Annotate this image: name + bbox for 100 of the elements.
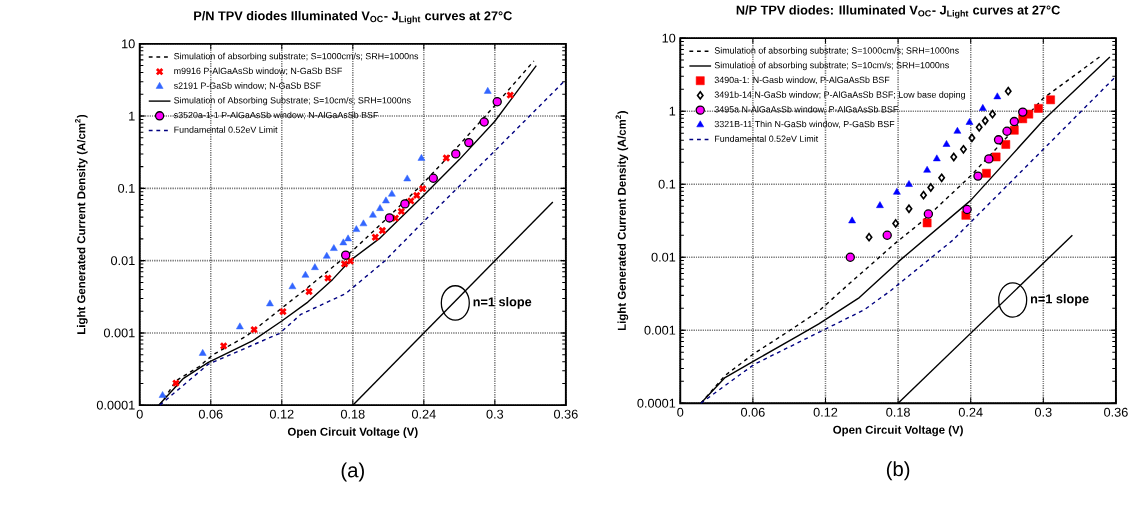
point — [1046, 95, 1055, 105]
legend-label: Simulation of absorbing substrate; S=1000cm/s; SRH=1000ns — [714, 47, 959, 56]
point — [981, 116, 989, 126]
x-tick-label: 0.12 — [269, 409, 294, 419]
x-tick-label: 0.3 — [486, 409, 504, 419]
legend-label: 3321B-11 Thin N-GaSb window, P-GaSb BSF — [714, 120, 895, 129]
point — [1001, 140, 1011, 149]
point — [158, 391, 167, 398]
y-tick-label: 0.1 — [118, 183, 135, 193]
point — [1009, 116, 1019, 127]
point — [848, 216, 856, 224]
point — [198, 349, 207, 356]
point — [993, 135, 1004, 145]
y-axis-title: Light Generated Current Density (A/cm$^{2}$) — [75, 114, 88, 334]
point — [330, 244, 338, 251]
point — [376, 204, 384, 211]
point — [923, 166, 931, 173]
point — [344, 234, 352, 242]
x-tick-label: 0.36 — [1104, 407, 1128, 417]
y-tick-label: 0.001 — [103, 328, 135, 338]
annotation: n=1 slope — [473, 297, 532, 309]
point — [876, 201, 884, 209]
point — [311, 263, 319, 270]
point — [340, 250, 351, 260]
legend-label: s2191 P-GaSb window; N-GaSb BSF — [173, 82, 321, 90]
point — [359, 219, 368, 227]
point — [403, 174, 412, 182]
x-tick-label: 0.24 — [958, 407, 983, 417]
point — [352, 225, 361, 232]
point — [428, 173, 438, 184]
point — [905, 180, 913, 187]
legend-label: Simulation of absorbing substrate; S=1000cm/s; SRH=1000ns — [174, 52, 419, 62]
point — [865, 232, 873, 242]
x-tick-label: 0.36 — [553, 409, 578, 419]
x-tick-label: 0 — [136, 409, 143, 419]
point — [979, 104, 987, 111]
chart-title: P/N TPV diodes Illuminated V$_{OC}$- J$_{Light}$ curves at 27°C — [194, 11, 512, 25]
chart-title: N/P TPV diodes: Illuminated V$_{OC}$- J$_{Light}$ curves at 27°C — [736, 5, 1060, 19]
point — [882, 230, 892, 240]
x-axis-title: Open Circuit Voltage (V) — [833, 425, 963, 437]
point — [993, 92, 1002, 100]
point — [1034, 104, 1043, 113]
y-tick-label: 1 — [669, 106, 676, 116]
point — [905, 204, 913, 214]
x-tick-label: 0.18 — [340, 409, 365, 419]
point — [1018, 107, 1028, 117]
point — [920, 190, 928, 200]
point — [893, 188, 901, 195]
point — [922, 218, 932, 228]
point — [400, 199, 410, 209]
legend-label: s3520a-1-1 P-AlGaAsSb window; N-AlGaAsSb BSF — [173, 111, 379, 120]
point — [483, 87, 492, 94]
point — [845, 252, 855, 262]
point — [892, 219, 900, 228]
legend-label: Fundamental 0.52eV Limit — [715, 135, 819, 142]
point — [266, 299, 274, 307]
y-axis-title: Light Generated Current Density (A/cm$^{2}$) — [615, 111, 629, 331]
x-tick-label: 0.06 — [741, 407, 765, 417]
point — [384, 213, 395, 223]
text: (a) — [341, 462, 364, 482]
y-tick-label: 10 — [122, 39, 135, 49]
x-tick-label: 0.12 — [813, 407, 838, 417]
legend-label: Simulation of absorbing substrate; S=10cm/s; SRH=1000ns — [714, 61, 949, 71]
annotation: n=1 slope — [1030, 294, 1089, 306]
point — [464, 137, 474, 148]
y-tick-label: 0.0001 — [637, 398, 676, 408]
point — [492, 97, 502, 107]
point — [942, 140, 951, 147]
y-tick-label: 0.0001 — [96, 400, 135, 410]
point — [451, 149, 461, 159]
x-axis-title: Open Circuit Voltage (V) — [287, 427, 418, 439]
point — [991, 152, 1001, 162]
point — [950, 152, 958, 162]
text: (b) — [886, 461, 910, 481]
point — [973, 171, 983, 181]
point — [965, 118, 974, 125]
y-tick-label: 0.01 — [111, 256, 135, 266]
x-tick-label: 0.18 — [886, 407, 910, 417]
point — [923, 209, 934, 219]
point — [984, 154, 994, 164]
legend-label: 3495a N-AlGaAsSb window, P-AlGaAsSb BSF — [714, 106, 898, 114]
y-tick-label: 0.1 — [658, 179, 676, 189]
point — [953, 127, 962, 134]
point — [975, 123, 983, 132]
legend-label: m9916 P-AlGaAsSb window; N-GaSb BSF — [174, 67, 342, 76]
point — [382, 196, 390, 204]
point — [968, 133, 976, 143]
point — [301, 271, 310, 278]
point — [288, 282, 297, 290]
legend-label: Fundamental 0.52eV Limit — [174, 126, 278, 133]
point — [479, 117, 489, 127]
y-tick-label: 10 — [662, 33, 676, 43]
legend-label: 3490a-1: N-Gasb window, P-AlGaAsSb BSF — [714, 76, 890, 85]
x-tick-label: 0.3 — [1034, 407, 1052, 417]
point — [1002, 126, 1012, 137]
point — [938, 173, 946, 183]
point — [1004, 86, 1012, 96]
point — [933, 154, 941, 162]
point — [988, 109, 996, 119]
y-tick-label: 0.01 — [651, 252, 676, 262]
